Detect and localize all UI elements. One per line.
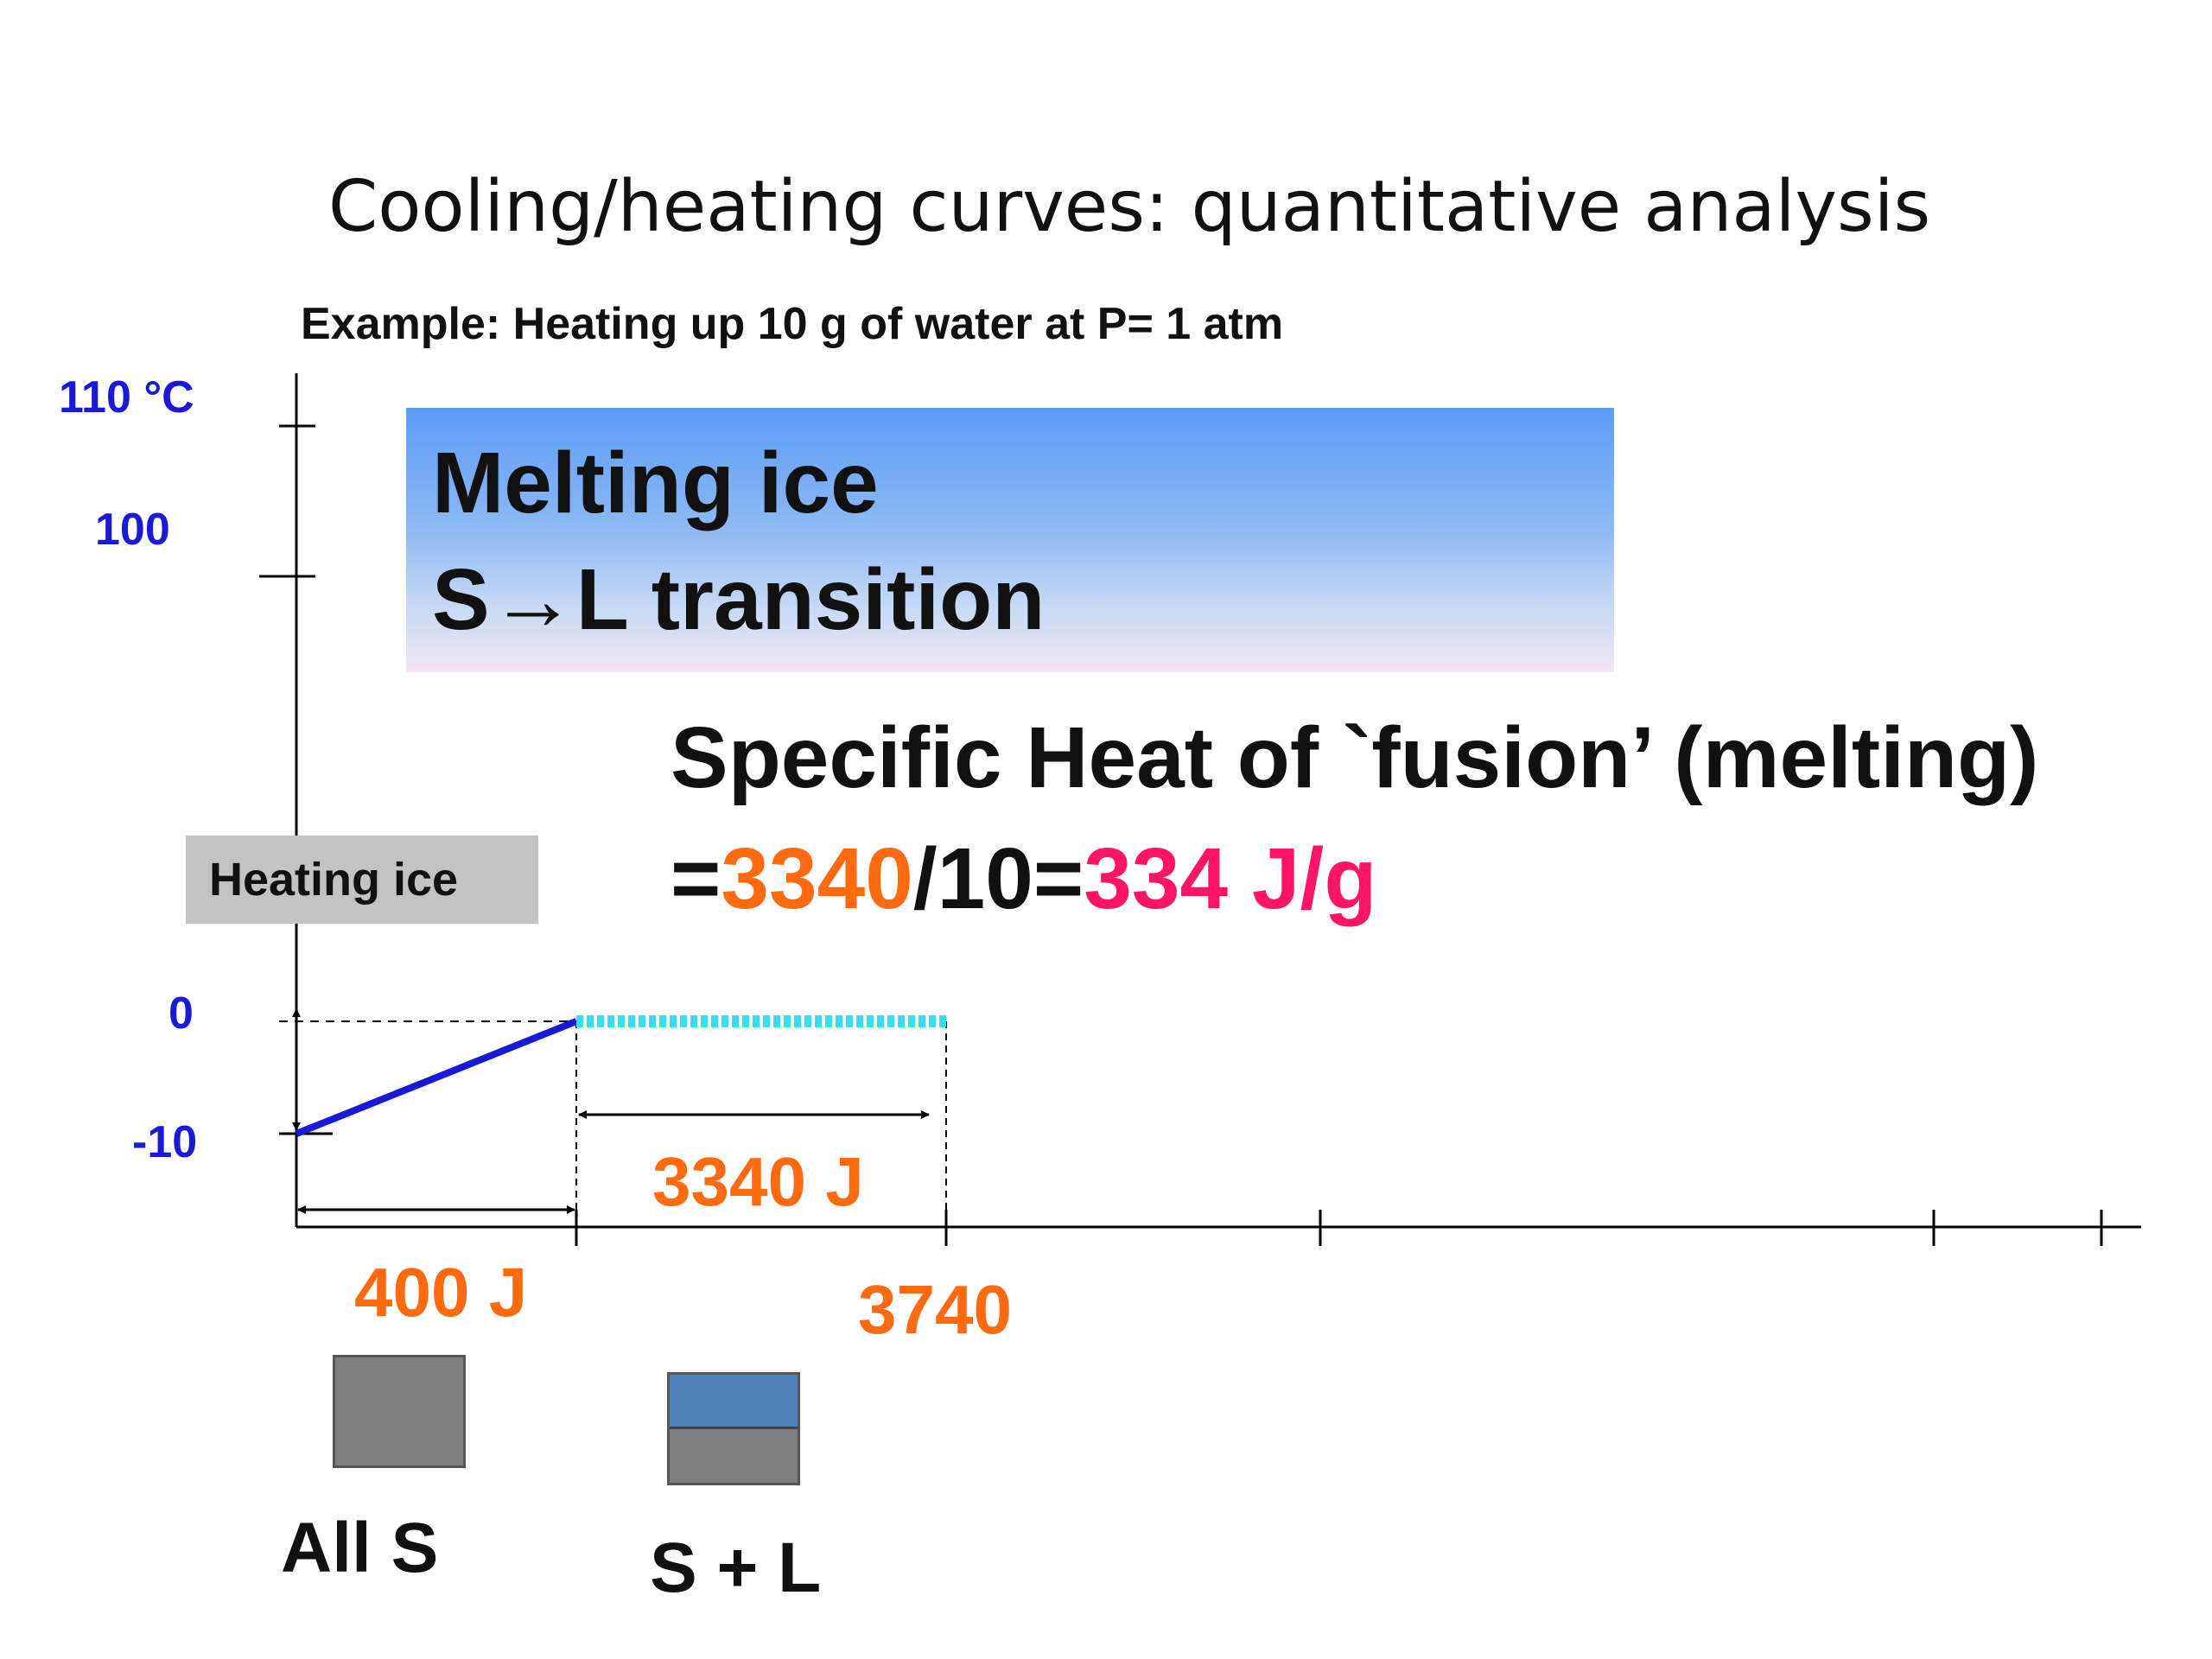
fusion-result: 334 J/g (1084, 830, 1377, 927)
liquid-layer (670, 1375, 798, 1429)
heating-ice-label: Heating ice (209, 854, 459, 906)
solid-block (333, 1355, 466, 1468)
energy-label-melting: 3340 J (652, 1143, 864, 1220)
fusion-divisor: /10= (912, 830, 1084, 927)
heating-ice-callout: Heating ice (186, 836, 538, 924)
y-label-0: 0 (168, 988, 194, 1039)
heating-ice-segment (295, 1018, 578, 1137)
y-label-minus-10: -10 (132, 1117, 198, 1167)
energy-label-heating-ice: 400 J (354, 1254, 528, 1331)
y-label-100: 100 (95, 505, 170, 555)
fusion-heading: Specific Heat of `fusion’ (melting) (671, 709, 2039, 806)
melting-callout-line2: S→L transition (432, 551, 1046, 648)
fusion-equation: =3340/10=334 J/g (671, 830, 1376, 929)
y-label-110: 110 °C (59, 372, 194, 423)
fusion-energy: 3340 (721, 830, 913, 927)
melting-ice-callout: Melting ice S→L transition (406, 408, 1614, 672)
energy-label-cumulative: 3740 (858, 1271, 1012, 1348)
melting-callout-line1: Melting ice (432, 435, 879, 531)
fusion-eq-prefix: = (671, 830, 721, 927)
example-subtitle: Example: Heating up 10 g of water at P= … (301, 299, 1284, 349)
solid-liquid-block (667, 1372, 800, 1485)
slide-title: Cooling/heating curves: quantitative ana… (328, 166, 1931, 248)
state-label-solid: All S (281, 1509, 439, 1587)
state-label-solid-liquid: S + L (650, 1529, 822, 1607)
solid-layer (670, 1429, 798, 1483)
